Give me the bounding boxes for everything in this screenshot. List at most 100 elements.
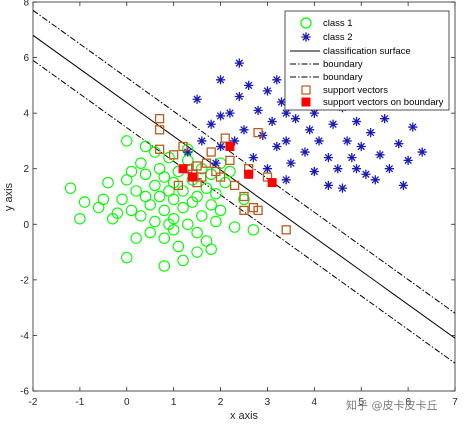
support-vector-point [192, 177, 202, 188]
legend-label-support-vectors: support vectors [323, 85, 388, 96]
class-2-point [183, 147, 193, 157]
legend-label-class-2: class 2 [323, 32, 353, 43]
support-vector-on-boundary-point [244, 169, 254, 179]
support-vector-point [206, 147, 216, 157]
class-1-point [228, 221, 241, 233]
legend-swatch-support-vectors [301, 85, 311, 95]
x-tick-label: 4 [312, 397, 318, 408]
legend-swatch-support-vectors-on-boundary [301, 97, 311, 107]
x-tick-label: -2 [29, 397, 38, 408]
support-vector-point [220, 133, 230, 143]
support-vector-point [201, 158, 212, 168]
class-1-point [196, 210, 208, 222]
class-2-point [244, 80, 254, 90]
class-2-point [234, 91, 244, 102]
class-2-point [262, 86, 273, 96]
x-tick-label: -1 [75, 397, 84, 408]
class-1-point [247, 224, 260, 236]
class-2-point [309, 108, 319, 118]
class-2-point [366, 127, 376, 138]
class-2-point [398, 180, 409, 190]
y-axis-title: y axis [3, 182, 15, 211]
support-vector-point [253, 205, 263, 216]
x-tick-label: 5 [358, 397, 364, 408]
class-2-point [375, 150, 385, 160]
y-axis: -6 -4 -2 0 2 4 6 8 [20, 0, 455, 398]
class-1-point [177, 254, 189, 267]
support-vector-on-boundary-point [225, 141, 235, 151]
support-vector-point [192, 161, 202, 171]
class-2-point [225, 108, 235, 118]
class-1-point [153, 190, 166, 203]
support-vector-on-boundary-point [267, 178, 277, 188]
class-2-point [239, 125, 249, 135]
support-vector-point [173, 180, 184, 191]
class-1-point [121, 135, 133, 147]
class-1-point [196, 162, 208, 175]
support-vector-point [229, 180, 240, 191]
classification-surface-line [33, 34, 455, 339]
class-1-point [144, 226, 156, 239]
class-1-point [64, 182, 77, 194]
support-vector-point [154, 114, 165, 124]
legend-label-class-1: class 1 [323, 18, 353, 29]
class-1-point [149, 215, 161, 228]
class-1-point [163, 151, 175, 164]
y-tick-label: -6 [20, 387, 29, 398]
class-1-point [167, 193, 180, 206]
support-vector-point [262, 172, 273, 182]
class-2-point [361, 169, 371, 179]
class-2-point [356, 141, 366, 152]
class-2-point [328, 119, 338, 129]
class-1-point [78, 196, 91, 208]
class-2-point [272, 141, 282, 152]
class-2-point [300, 147, 310, 157]
class-2-point [347, 153, 357, 163]
class-2-point [206, 119, 216, 129]
class-2-point [342, 136, 352, 146]
support-vector-point [225, 155, 235, 166]
class-2-point [286, 158, 296, 168]
class-1-point [210, 187, 222, 200]
legend-box [284, 10, 450, 111]
class-2-point [323, 153, 333, 163]
class-1-point [102, 176, 114, 189]
class-1-point [210, 215, 222, 228]
class-2-point [333, 164, 343, 174]
legend-star-icon [301, 32, 311, 42]
class-1-point [92, 201, 105, 214]
support-vector-point [281, 225, 291, 235]
class-1-point [205, 243, 217, 256]
class-2-point [267, 116, 277, 127]
class-2-point [248, 153, 258, 163]
legend-label-classification-surface: classification surface [323, 46, 411, 57]
class-1-point [191, 190, 203, 203]
class-1-point [172, 240, 185, 253]
class-1-point [139, 140, 152, 153]
class-2-point [234, 58, 244, 68]
class-2-point [384, 164, 394, 174]
x-tick-label: 3 [265, 397, 271, 408]
x-tick-label: 7 [452, 397, 458, 408]
class-1-point [139, 168, 152, 181]
class-1-point [158, 204, 171, 217]
support-vector-point [215, 172, 226, 182]
class-1-point [191, 226, 203, 239]
class-2-point [417, 147, 427, 157]
legend-swatch-class-2 [301, 32, 311, 42]
class-1-point [214, 204, 227, 217]
class-2-point [230, 136, 240, 146]
x-axis-title: x axis [230, 410, 259, 422]
support-vector-point [253, 127, 263, 138]
class-2-point [380, 114, 390, 124]
support-vector-point [154, 144, 165, 154]
class-1-point [177, 201, 189, 214]
y-tick-label: -2 [20, 275, 29, 286]
class-1-point [130, 185, 142, 197]
class-1-point [238, 193, 250, 206]
class-1-point [205, 199, 217, 211]
class-2-point [290, 114, 301, 124]
x-tick-label: 0 [124, 397, 130, 408]
support-vector-point [178, 141, 188, 152]
